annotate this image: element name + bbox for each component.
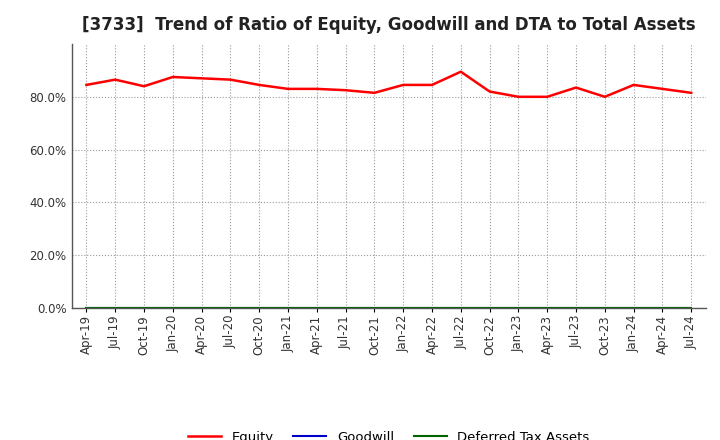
Equity xyxy=(456,69,465,74)
Deferred Tax Assets xyxy=(226,305,235,311)
Equity xyxy=(687,90,696,95)
Deferred Tax Assets xyxy=(341,305,350,311)
Deferred Tax Assets xyxy=(312,305,321,311)
Equity xyxy=(428,82,436,88)
Deferred Tax Assets xyxy=(514,305,523,311)
Line: Equity: Equity xyxy=(86,72,691,97)
Equity xyxy=(341,88,350,93)
Deferred Tax Assets xyxy=(140,305,148,311)
Deferred Tax Assets xyxy=(82,305,91,311)
Deferred Tax Assets xyxy=(456,305,465,311)
Equity xyxy=(197,76,206,81)
Equity xyxy=(572,85,580,90)
Goodwill xyxy=(543,305,552,311)
Deferred Tax Assets xyxy=(370,305,379,311)
Equity xyxy=(226,77,235,82)
Deferred Tax Assets xyxy=(197,305,206,311)
Equity xyxy=(629,82,638,88)
Goodwill xyxy=(399,305,408,311)
Equity xyxy=(370,90,379,95)
Deferred Tax Assets xyxy=(543,305,552,311)
Goodwill xyxy=(226,305,235,311)
Deferred Tax Assets xyxy=(600,305,609,311)
Equity xyxy=(168,74,177,80)
Goodwill xyxy=(341,305,350,311)
Goodwill xyxy=(284,305,292,311)
Equity xyxy=(485,89,494,94)
Deferred Tax Assets xyxy=(572,305,580,311)
Goodwill xyxy=(197,305,206,311)
Goodwill xyxy=(428,305,436,311)
Goodwill xyxy=(514,305,523,311)
Legend: Equity, Goodwill, Deferred Tax Assets: Equity, Goodwill, Deferred Tax Assets xyxy=(183,425,595,440)
Goodwill xyxy=(629,305,638,311)
Goodwill xyxy=(572,305,580,311)
Goodwill xyxy=(658,305,667,311)
Title: [3733]  Trend of Ratio of Equity, Goodwill and DTA to Total Assets: [3733] Trend of Ratio of Equity, Goodwil… xyxy=(82,16,696,34)
Equity xyxy=(255,82,264,88)
Equity xyxy=(111,77,120,82)
Equity xyxy=(140,84,148,89)
Goodwill xyxy=(456,305,465,311)
Deferred Tax Assets xyxy=(687,305,696,311)
Deferred Tax Assets xyxy=(168,305,177,311)
Deferred Tax Assets xyxy=(658,305,667,311)
Equity xyxy=(284,86,292,92)
Deferred Tax Assets xyxy=(629,305,638,311)
Deferred Tax Assets xyxy=(255,305,264,311)
Equity xyxy=(514,94,523,99)
Equity xyxy=(399,82,408,88)
Goodwill xyxy=(111,305,120,311)
Equity xyxy=(312,86,321,92)
Goodwill xyxy=(687,305,696,311)
Deferred Tax Assets xyxy=(284,305,292,311)
Goodwill xyxy=(82,305,91,311)
Deferred Tax Assets xyxy=(485,305,494,311)
Equity xyxy=(543,94,552,99)
Goodwill xyxy=(255,305,264,311)
Goodwill xyxy=(140,305,148,311)
Goodwill xyxy=(600,305,609,311)
Goodwill xyxy=(168,305,177,311)
Deferred Tax Assets xyxy=(428,305,436,311)
Deferred Tax Assets xyxy=(399,305,408,311)
Equity xyxy=(658,86,667,92)
Goodwill xyxy=(485,305,494,311)
Goodwill xyxy=(312,305,321,311)
Equity xyxy=(600,94,609,99)
Deferred Tax Assets xyxy=(111,305,120,311)
Goodwill xyxy=(370,305,379,311)
Equity xyxy=(82,82,91,88)
